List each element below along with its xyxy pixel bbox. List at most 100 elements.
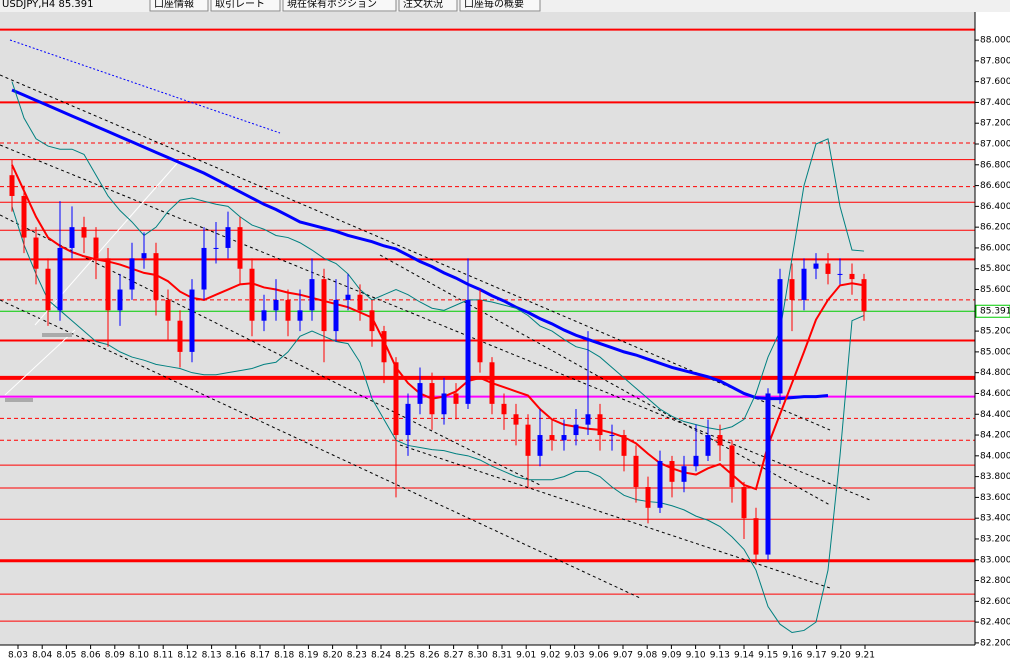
candle-body — [753, 518, 759, 555]
tab[interactable] — [459, 0, 541, 12]
x-tick-label: 8.24 — [371, 651, 391, 661]
current-price-label: 85.391 — [980, 307, 1010, 317]
candle-body — [537, 435, 543, 456]
trendline — [4, 329, 76, 396]
candle-body — [393, 362, 399, 436]
candle-body — [681, 466, 687, 482]
candle-body — [609, 435, 615, 437]
y-tick-label: 86.400 — [980, 202, 1010, 212]
y-tick-label: 87.800 — [980, 56, 1010, 66]
y-tick-label: 84.000 — [980, 451, 1010, 461]
candle-body — [201, 247, 207, 290]
tab-label[interactable]: 口座情報 — [154, 0, 194, 10]
candle-body — [597, 414, 603, 436]
candle-body — [69, 227, 75, 248]
x-tick-label: 8.03 — [8, 651, 28, 661]
x-tick-label: 9.03 — [565, 651, 585, 661]
tab[interactable] — [149, 0, 209, 12]
axis-panel — [975, 0, 1010, 664]
y-tick-label: 83.200 — [980, 534, 1010, 544]
symbol: USDJPY,H4 85.391 — [2, 0, 93, 10]
candle-body — [225, 227, 231, 248]
candle-body — [633, 455, 639, 488]
candle-body — [561, 435, 567, 441]
x-tick-label: 9.14 — [734, 651, 754, 661]
candle-body — [453, 393, 459, 404]
candle-body — [405, 403, 411, 436]
tab[interactable] — [282, 0, 397, 12]
x-tick-label: 9.15 — [758, 651, 778, 661]
candle-body — [789, 279, 795, 300]
x-tick-label: 8.19 — [298, 651, 318, 661]
candle-body — [621, 435, 627, 456]
y-tick-label: 84.600 — [980, 389, 1010, 399]
tab[interactable] — [210, 0, 281, 12]
y-tick-label: 84.200 — [980, 431, 1010, 441]
y-tick-label: 86.800 — [980, 160, 1010, 170]
candle-body — [585, 414, 591, 425]
x-tick-label: 9.06 — [589, 651, 609, 661]
candle-body — [645, 487, 651, 508]
tab-label[interactable]: 注文状況 — [403, 0, 443, 10]
candle-body — [333, 299, 339, 332]
y-tick-label: 83.000 — [980, 555, 1010, 565]
tab-label[interactable]: 現在保有ポジション — [287, 0, 377, 10]
y-tick-label: 85.200 — [980, 327, 1010, 337]
x-tick-label: 9.02 — [540, 651, 560, 661]
y-tick-label: 87.200 — [980, 119, 1010, 129]
candle-body — [33, 237, 39, 269]
candle-body — [465, 299, 471, 404]
x-tick-label: 8.16 — [226, 651, 246, 661]
x-tick-label: 8.13 — [202, 651, 222, 661]
candle-body — [801, 268, 807, 300]
candle-body — [513, 414, 519, 425]
candle-body — [657, 461, 663, 508]
tab-label[interactable]: 取引レート — [215, 0, 265, 10]
candle-body — [177, 320, 183, 352]
current-price-box — [975, 304, 1010, 318]
candle-body — [765, 393, 771, 555]
candle-body — [57, 247, 63, 311]
plot-background — [0, 12, 975, 645]
candle-body — [573, 424, 579, 436]
candle-body — [249, 268, 255, 321]
candle-body — [825, 263, 831, 274]
x-tick-label: 8.18 — [274, 651, 294, 661]
candle-body — [417, 383, 423, 404]
x-tick-label: 8.23 — [347, 651, 367, 661]
candle-body — [729, 445, 735, 488]
tab-label[interactable]: 口座毎の概要 — [464, 0, 524, 10]
x-tick-label: 9.21 — [855, 651, 875, 661]
x-tick-label: 8.20 — [323, 651, 343, 661]
y-tick-label: 82.400 — [980, 618, 1010, 628]
x-tick-label: 9.10 — [686, 651, 706, 661]
marker — [42, 333, 72, 337]
indicator-line — [11, 206, 865, 634]
candle-body — [477, 299, 483, 363]
y-tick-label: 82.800 — [980, 576, 1010, 586]
y-tick-label: 82.600 — [980, 597, 1010, 607]
candle-body — [321, 279, 327, 332]
candle-body — [669, 461, 675, 482]
candle-body — [273, 299, 279, 311]
y-tick-label: 83.400 — [980, 514, 1010, 524]
candle-body — [297, 310, 303, 321]
x-tick-label: 8.04 — [32, 651, 52, 661]
candle-body — [525, 424, 531, 456]
candle-body — [549, 435, 555, 441]
candle-body — [285, 299, 291, 321]
candle-body — [345, 294, 351, 300]
candle-body — [357, 294, 363, 311]
candle-body — [369, 310, 375, 332]
trendline — [0, 214, 541, 486]
x-tick-label: 9.20 — [831, 651, 851, 661]
axis-panel — [0, 645, 1010, 664]
x-tick-label: 8.27 — [444, 651, 464, 661]
candle-body — [717, 435, 723, 446]
tab[interactable] — [398, 0, 458, 12]
x-tick-label: 8.30 — [468, 651, 488, 661]
candle-body — [489, 362, 495, 404]
x-tick-label: 8.10 — [129, 651, 149, 661]
candle-body — [81, 227, 87, 238]
